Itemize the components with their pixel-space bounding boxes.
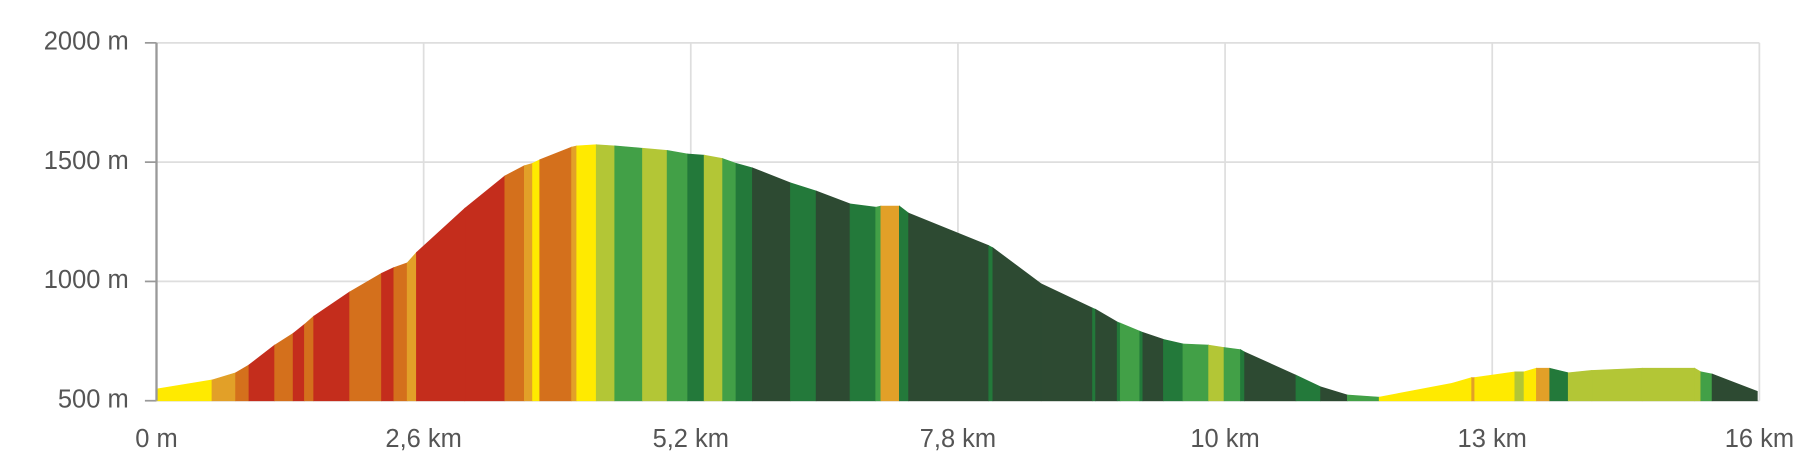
- slope-segment: [1567, 370, 1593, 402]
- slope-segment: [1474, 371, 1516, 402]
- slope-segment: [1182, 343, 1209, 402]
- slope-segment: [988, 245, 994, 402]
- slope-segment: [274, 332, 294, 402]
- slope-segment: [1641, 367, 1695, 402]
- slope-segment: [1591, 367, 1643, 402]
- slope-segment: [1040, 283, 1093, 402]
- slope-segment: [1700, 371, 1713, 402]
- slope-segment: [1694, 367, 1702, 402]
- slope-segment: [908, 212, 990, 402]
- slope-segment: [1116, 321, 1121, 402]
- slope-segment: [735, 162, 753, 402]
- x-tick-label: 10 km: [1190, 425, 1259, 453]
- slope-segment: [571, 145, 578, 402]
- x-tick-label: 0 m: [135, 425, 177, 453]
- slope-segment: [156, 379, 213, 402]
- slope-segment: [523, 162, 533, 402]
- slope-segment: [1095, 308, 1118, 402]
- slope-segment: [1142, 332, 1164, 402]
- y-tick-label: 2000 m: [44, 28, 129, 56]
- slope-segment: [642, 147, 668, 402]
- slope-segment: [1139, 330, 1144, 402]
- slope-segment: [539, 146, 572, 402]
- slope-segment: [1244, 351, 1297, 402]
- slope-segment: [1451, 377, 1473, 402]
- slope-segment: [406, 251, 417, 402]
- slope-segment: [1378, 382, 1453, 402]
- slope-segment: [464, 175, 506, 402]
- slope-segment: [1208, 344, 1225, 402]
- x-tick-label: 13 km: [1458, 425, 1527, 453]
- slope-segment: [1711, 373, 1758, 402]
- slope-segment: [1240, 349, 1245, 402]
- slope-segment: [532, 159, 541, 402]
- slope-segment: [1536, 367, 1551, 402]
- slope-segment: [1471, 377, 1476, 402]
- slope-segment: [235, 364, 250, 402]
- x-tick-label: 5,2 km: [653, 425, 729, 453]
- slope-segment: [349, 272, 382, 402]
- slope-segment: [1347, 394, 1380, 402]
- slope-segment: [722, 158, 737, 402]
- slope-segment: [880, 205, 900, 402]
- slope-segment: [393, 262, 408, 402]
- slope-segment: [1320, 386, 1348, 402]
- slope-segment: [849, 203, 877, 402]
- slope-segment: [703, 154, 723, 402]
- slope-segment: [1523, 367, 1537, 402]
- y-tick-label: 500 m: [58, 385, 129, 413]
- slope-segment: [1223, 347, 1241, 402]
- slope-segment: [1092, 307, 1096, 402]
- x-tick-label: 7,8 km: [920, 425, 996, 453]
- slope-segment: [1295, 374, 1321, 402]
- slope-segment: [576, 144, 597, 402]
- x-tick-label: 16 km: [1725, 425, 1794, 453]
- slope-segment: [815, 190, 851, 402]
- slope-segment: [595, 144, 616, 402]
- slope-segment: [752, 167, 791, 402]
- slope-segment: [614, 145, 643, 402]
- slope-segment: [504, 165, 525, 402]
- slope-segment: [313, 291, 351, 402]
- slope-segment: [899, 205, 909, 402]
- slope-segment: [687, 153, 705, 402]
- slope-segment: [248, 344, 276, 402]
- y-tick-label: 1500 m: [44, 147, 129, 175]
- slope-segment: [1163, 338, 1184, 402]
- slope-segment: [790, 182, 817, 402]
- slope-segment: [1119, 322, 1141, 402]
- slope-segment: [666, 150, 689, 402]
- slope-segment: [875, 205, 882, 402]
- slope-segment: [304, 315, 315, 402]
- y-tick-label: 1000 m: [44, 266, 129, 294]
- x-tick-label: 2,6 km: [385, 425, 461, 453]
- slope-segment: [211, 372, 236, 402]
- slope-segment: [992, 247, 1042, 402]
- slope-segment: [1549, 367, 1569, 402]
- slope-segment: [292, 323, 305, 402]
- slope-segment: [1514, 371, 1525, 402]
- slope-segment: [381, 267, 395, 402]
